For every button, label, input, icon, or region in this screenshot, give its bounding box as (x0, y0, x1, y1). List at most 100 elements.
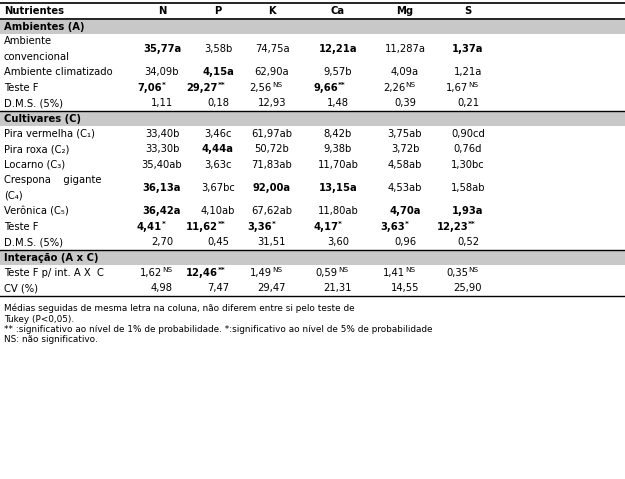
Text: 8,42b: 8,42b (324, 129, 352, 139)
Text: 21,31: 21,31 (324, 283, 352, 293)
Text: NS: NS (272, 267, 282, 273)
Text: 33,40b: 33,40b (145, 129, 179, 139)
Text: 31,51: 31,51 (258, 237, 286, 247)
Text: 1,41: 1,41 (383, 268, 405, 278)
Text: 2,56: 2,56 (250, 83, 272, 93)
Text: Ambiente climatizado: Ambiente climatizado (4, 67, 112, 77)
Text: 4,17: 4,17 (313, 222, 338, 232)
Text: NS: NS (338, 267, 348, 273)
Text: 33,30b: 33,30b (145, 144, 179, 154)
Text: Tukey (P<0,05).: Tukey (P<0,05). (4, 315, 74, 323)
Text: 11,70ab: 11,70ab (318, 160, 359, 170)
Text: 1,67: 1,67 (446, 83, 468, 93)
Text: *: * (405, 221, 409, 227)
Text: **: ** (218, 82, 226, 88)
Text: Pira vermelha (C₁): Pira vermelha (C₁) (4, 129, 95, 139)
Text: 92,00a: 92,00a (253, 183, 291, 193)
Text: 36,42a: 36,42a (142, 206, 181, 216)
Text: S: S (464, 6, 472, 16)
Text: 4,41: 4,41 (137, 222, 162, 232)
Text: 0,76d: 0,76d (454, 144, 482, 154)
Text: 11,287a: 11,287a (384, 44, 426, 54)
Text: 1,11: 1,11 (151, 98, 173, 108)
Text: 0,52: 0,52 (457, 237, 479, 247)
Text: **: ** (218, 221, 226, 227)
Text: 0,45: 0,45 (207, 237, 229, 247)
Text: 1,58ab: 1,58ab (451, 183, 485, 193)
Text: 1,49: 1,49 (250, 268, 272, 278)
Text: 7,47: 7,47 (207, 283, 229, 293)
Text: Ambiente: Ambiente (4, 36, 52, 46)
Text: P: P (214, 6, 222, 16)
Text: CV (%): CV (%) (4, 283, 38, 293)
Text: Teste F: Teste F (4, 83, 39, 93)
Text: 4,53ab: 4,53ab (388, 183, 422, 193)
Text: 4,09a: 4,09a (391, 67, 419, 77)
Text: Locarno (C₃): Locarno (C₃) (4, 160, 65, 170)
Text: **: ** (218, 267, 226, 273)
Text: 0,59: 0,59 (316, 268, 338, 278)
Text: 1,93a: 1,93a (452, 206, 484, 216)
Text: NS: NS (405, 82, 415, 88)
Text: 4,44a: 4,44a (202, 144, 234, 154)
Text: 61,97ab: 61,97ab (251, 129, 292, 139)
Text: 1,62: 1,62 (140, 268, 162, 278)
Text: Ambientes (A): Ambientes (A) (4, 22, 84, 32)
Text: D.M.S. (5%): D.M.S. (5%) (4, 237, 63, 247)
Text: Interação (A x C): Interação (A x C) (4, 253, 99, 263)
Text: 0,39: 0,39 (394, 98, 416, 108)
Text: 2,70: 2,70 (151, 237, 173, 247)
Text: 1,30bc: 1,30bc (451, 160, 485, 170)
Text: 3,46c: 3,46c (204, 129, 232, 139)
Text: *: * (338, 221, 342, 227)
Text: **: ** (468, 221, 476, 227)
Text: 35,40ab: 35,40ab (142, 160, 182, 170)
Text: 29,27: 29,27 (187, 83, 218, 93)
Text: Pira roxa (C₂): Pira roxa (C₂) (4, 144, 69, 154)
Text: Ca: Ca (331, 6, 345, 16)
Text: 0,96: 0,96 (394, 237, 416, 247)
Text: NS: NS (162, 267, 172, 273)
Text: 14,55: 14,55 (391, 283, 419, 293)
Text: NS: NS (272, 82, 282, 88)
Text: 9,66: 9,66 (313, 83, 338, 93)
Text: NS: não significativo.: NS: não significativo. (4, 335, 98, 344)
Text: 12,93: 12,93 (258, 98, 286, 108)
Text: 0,90cd: 0,90cd (451, 129, 485, 139)
Text: Nutrientes: Nutrientes (4, 6, 64, 16)
Text: 74,75a: 74,75a (255, 44, 289, 54)
Text: 12,21a: 12,21a (319, 44, 357, 54)
Text: 9,38b: 9,38b (324, 144, 352, 154)
Text: 12,46: 12,46 (186, 268, 218, 278)
Text: N: N (158, 6, 166, 16)
Text: 4,58ab: 4,58ab (388, 160, 422, 170)
Text: 4,70a: 4,70a (389, 206, 421, 216)
Text: 3,60: 3,60 (327, 237, 349, 247)
Text: 12,23: 12,23 (436, 222, 468, 232)
Text: ** :significativo ao nível de 1% de probabilidade. *:significativo ao nível de 5: ** :significativo ao nível de 1% de prob… (4, 325, 432, 334)
Text: 13,15a: 13,15a (319, 183, 357, 193)
Bar (0, 251, 625, 265)
Text: K: K (268, 6, 276, 16)
Text: 67,62ab: 67,62ab (251, 206, 292, 216)
Text: 50,72b: 50,72b (254, 144, 289, 154)
Text: 3,67bc: 3,67bc (201, 183, 235, 193)
Text: 1,37a: 1,37a (452, 44, 484, 54)
Bar (0, 112, 625, 126)
Text: 35,77a: 35,77a (143, 44, 181, 54)
Text: **: ** (338, 82, 346, 88)
Text: Médias seguidas de mesma letra na coluna, não diferem entre si pelo teste de: Médias seguidas de mesma letra na coluna… (4, 304, 354, 313)
Text: 7,06: 7,06 (138, 83, 162, 93)
Text: Teste F: Teste F (4, 222, 39, 232)
Text: *: * (162, 221, 166, 227)
Text: 9,57b: 9,57b (324, 67, 352, 77)
Text: NS: NS (405, 267, 415, 273)
Text: Verônica (C₅): Verônica (C₅) (4, 206, 69, 216)
Text: 29,47: 29,47 (258, 283, 286, 293)
Text: 0,21: 0,21 (457, 98, 479, 108)
Text: Cultivares (C): Cultivares (C) (4, 114, 81, 124)
Text: 0,35: 0,35 (446, 268, 468, 278)
Text: Mg: Mg (396, 6, 414, 16)
Text: 4,15a: 4,15a (202, 67, 234, 77)
Text: 3,58b: 3,58b (204, 44, 232, 54)
